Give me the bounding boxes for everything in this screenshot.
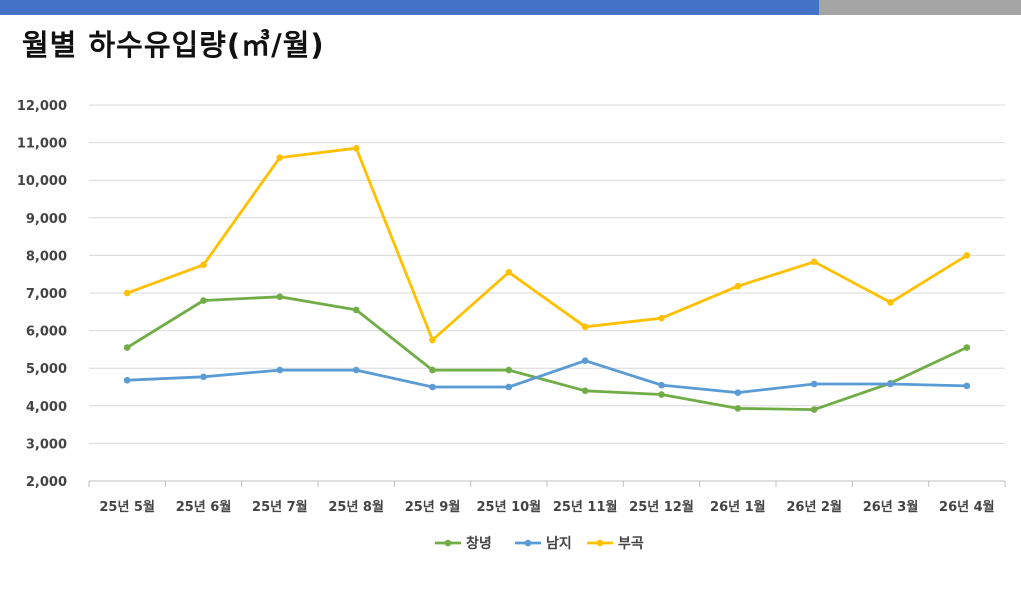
data-point xyxy=(734,405,742,412)
y-tick-label: 2,000 xyxy=(26,475,67,490)
x-tick-label: 26년 4월 xyxy=(939,499,995,515)
x-tick-label: 25년 8월 xyxy=(328,499,384,515)
data-point xyxy=(581,323,589,331)
data-point xyxy=(734,282,742,290)
data-point xyxy=(276,366,284,374)
y-tick-label: 3,000 xyxy=(26,437,67,452)
data-point xyxy=(505,366,513,374)
x-tick-label: 25년 5월 xyxy=(99,499,155,515)
y-tick-label: 6,000 xyxy=(26,325,67,340)
data-point xyxy=(581,387,589,395)
data-point xyxy=(123,376,131,384)
y-tick-label: 7,000 xyxy=(26,287,67,302)
data-point xyxy=(429,366,436,374)
data-point xyxy=(505,383,513,391)
data-point xyxy=(963,382,971,390)
x-tick-label: 25년 6월 xyxy=(176,499,232,515)
data-point xyxy=(200,261,207,269)
data-point xyxy=(200,373,207,381)
y-tick-label: 4,000 xyxy=(26,400,67,415)
data-point xyxy=(352,366,360,374)
y-tick-label: 5,000 xyxy=(26,362,67,377)
data-point xyxy=(352,306,360,314)
data-point xyxy=(276,154,284,161)
data-point xyxy=(810,258,818,266)
data-point xyxy=(123,344,131,351)
data-point xyxy=(963,252,971,259)
data-point xyxy=(200,297,207,304)
data-point xyxy=(963,344,971,351)
legend-marker xyxy=(444,539,452,547)
series-line xyxy=(125,359,969,395)
y-tick-label: 8,000 xyxy=(26,249,67,264)
y-tick-label: 11,000 xyxy=(17,137,67,152)
x-tick-label: 25년 10월 xyxy=(477,499,542,515)
data-point xyxy=(581,357,589,364)
data-point xyxy=(429,336,436,344)
legend-label: 남지 xyxy=(546,535,572,552)
data-point xyxy=(658,314,665,322)
legend-marker xyxy=(596,539,604,547)
x-tick-label: 26년 3월 xyxy=(863,499,919,515)
data-point xyxy=(276,293,284,301)
series-line xyxy=(125,295,969,412)
header-accent-bar-secondary xyxy=(819,0,1021,15)
x-tick-label: 25년 12월 xyxy=(629,499,694,515)
data-point xyxy=(429,383,436,391)
x-tick-label: 25년 7월 xyxy=(252,499,308,515)
page-title: 월별 하수유입량(㎥/월) xyxy=(22,28,325,62)
legend-label: 부곡 xyxy=(618,536,644,552)
header-accent-bar xyxy=(0,0,819,15)
legend-marker xyxy=(524,539,532,547)
data-point xyxy=(734,389,742,396)
y-tick-label: 10,000 xyxy=(17,174,67,189)
data-point xyxy=(505,269,513,276)
data-point xyxy=(810,406,818,413)
series-line xyxy=(125,146,969,342)
x-tick-label: 25년 9월 xyxy=(405,499,461,515)
x-tick-label: 26년 2월 xyxy=(786,499,842,515)
x-tick-label: 26년 1월 xyxy=(710,499,766,515)
legend-label: 창녕 xyxy=(466,535,492,552)
data-point xyxy=(658,381,665,389)
y-tick-label: 12,000 xyxy=(17,99,67,114)
data-point xyxy=(887,380,894,388)
data-point xyxy=(887,299,894,306)
data-point xyxy=(352,144,360,152)
data-point xyxy=(810,380,818,388)
x-tick-label: 25년 11월 xyxy=(553,499,618,515)
y-tick-label: 9,000 xyxy=(26,212,67,227)
data-point xyxy=(658,391,665,398)
data-point xyxy=(123,289,131,297)
